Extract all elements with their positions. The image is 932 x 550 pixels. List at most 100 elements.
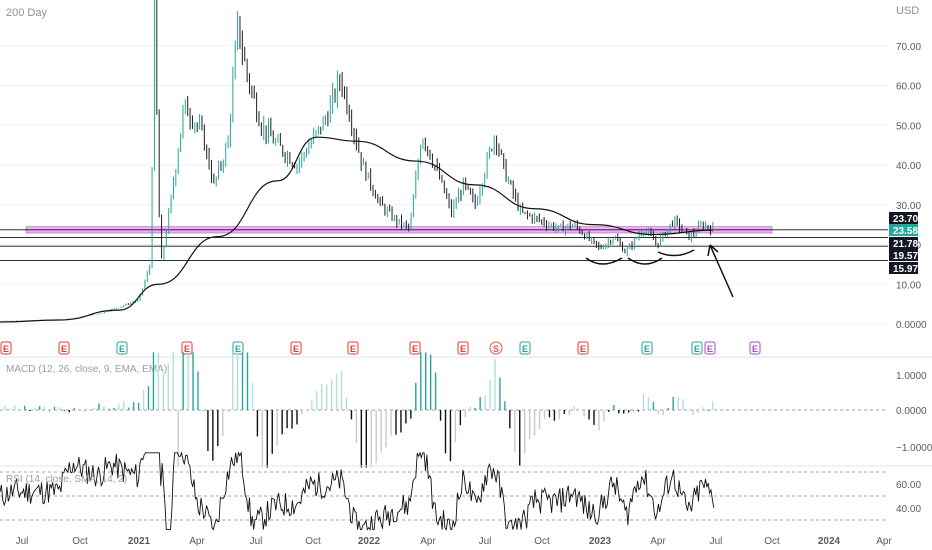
event-marker-bg <box>58 341 70 355</box>
arrow-shaft <box>709 244 734 298</box>
event-marker-bg <box>457 341 469 355</box>
arrow-head <box>707 244 719 257</box>
event-marker-label: E <box>293 344 299 354</box>
price-tick-label: 10.00 <box>896 280 921 291</box>
event-marker-label: E <box>61 344 67 354</box>
event-marker-bg <box>691 341 703 355</box>
rsi-title: RSI (14, close, SMA, 14, 2) <box>6 474 127 485</box>
price-pane[interactable]: 200 Day USD 70.0060.0050.0040.0030.0020.… <box>0 0 927 331</box>
time-tick-label: Apr <box>876 536 892 547</box>
time-axis: Jul Oct 2021 Apr Jul Oct 2022 Apr Jul Oct 2023 Apr J… <box>16 536 893 547</box>
event-marker-label: S <box>493 344 499 354</box>
event-marker-earnings-miss[interactable]: E <box>457 341 469 355</box>
price-tick-label: 0.0000 <box>896 320 927 331</box>
rsi-pane[interactable]: RSI (14, close, SMA, 14, 2) 60.00 40.00 <box>0 451 921 531</box>
event-marker-bg <box>704 341 716 355</box>
event-marker-bg <box>519 341 531 355</box>
event-marker-label: E <box>460 344 466 354</box>
rsi-tick-label: 60.00 <box>896 480 921 491</box>
event-marker-earnings-upcoming[interactable]: E <box>749 341 761 355</box>
event-marker-earnings-miss[interactable]: E <box>0 341 12 355</box>
price-axis: 70.0060.0050.0040.0030.0020.0010.000.000… <box>896 42 927 331</box>
price-tag: 23.58 <box>889 224 918 237</box>
bottom-arc-3 <box>657 249 695 257</box>
event-marker-label: E <box>707 344 713 354</box>
event-marker-earnings-miss[interactable]: E <box>409 341 421 355</box>
macd-pane[interactable]: MACD (12, 26, close, 9, EMA, EMA) 1.0000… <box>0 352 932 468</box>
price-tag-bg <box>889 237 918 249</box>
event-marker-earnings-beat[interactable]: E <box>641 341 653 355</box>
event-marker-label: E <box>235 344 241 354</box>
event-marker-earnings-beat[interactable]: E <box>232 341 244 355</box>
event-marker-bg <box>641 341 653 355</box>
event-marker-earnings-miss[interactable]: E <box>181 341 193 355</box>
rsi-tick-label: 40.00 <box>896 504 921 515</box>
annotations <box>585 244 734 298</box>
time-tick-label: 2024 <box>818 536 841 547</box>
price-bars <box>0 0 714 321</box>
time-tick-label: Oct <box>534 536 550 547</box>
event-marker-label: E <box>119 344 125 354</box>
grid <box>0 45 888 325</box>
event-marker-earnings-upcoming[interactable]: E <box>704 341 716 355</box>
event-marker-label: E <box>752 344 758 354</box>
price-tag: 21.78 <box>889 237 918 250</box>
price-tag-label: 23.58 <box>893 226 918 237</box>
bottom-arc-1 <box>585 257 623 265</box>
bottom-arc-2 <box>627 257 663 265</box>
currency-label: USD <box>896 5 919 17</box>
rsi-line <box>0 451 715 531</box>
price-tag: 19.57 <box>889 249 918 262</box>
event-marker-label: E <box>184 344 190 354</box>
time-tick-label: 2022 <box>358 536 381 547</box>
event-marker-split[interactable]: S <box>489 341 503 355</box>
event-marker-label: E <box>522 344 528 354</box>
macd-tick-label: 1.0000 <box>896 371 927 382</box>
macd-tick-label: −1.0000 <box>896 443 932 454</box>
event-marker-bg <box>409 341 421 355</box>
time-tick-label: Oct <box>305 536 321 547</box>
event-marker-bg <box>749 341 761 355</box>
event-marker-bg <box>347 341 359 355</box>
time-tick-label: Oct <box>72 536 88 547</box>
price-tag: 23.70 <box>889 212 918 225</box>
price-tag-label: 19.57 <box>893 251 918 262</box>
event-marker-earnings-beat[interactable]: E <box>691 341 703 355</box>
event-marker-earnings-beat[interactable]: E <box>519 341 531 355</box>
price-tick-label: 60.00 <box>896 82 921 93</box>
time-tick-label: Jul <box>710 536 723 547</box>
event-marker-bg <box>0 341 12 355</box>
event-marker-bg <box>181 341 193 355</box>
macd-title: MACD (12, 26, close, 9, EMA, EMA) <box>6 364 167 375</box>
price-tick-label: 70.00 <box>896 42 921 53</box>
event-marker-bg <box>116 341 128 355</box>
time-tick-label: 2021 <box>128 536 151 547</box>
event-marker-label: E <box>3 344 9 354</box>
time-tick-label: 2023 <box>589 536 612 547</box>
rsi-axis: 60.00 40.00 <box>896 480 921 515</box>
event-marker-label: E <box>412 344 418 354</box>
price-tag-bg <box>889 212 918 224</box>
event-marker-earnings-beat[interactable]: E <box>116 341 128 355</box>
price-tag-bg <box>889 262 918 274</box>
event-marker-label: E <box>694 344 700 354</box>
event-marker-earnings-miss[interactable]: E <box>577 341 589 355</box>
price-tick-label: 40.00 <box>896 161 921 172</box>
event-marker-earnings-miss[interactable]: E <box>347 341 359 355</box>
time-tick-label: Apr <box>420 536 436 547</box>
event-marker-label: E <box>350 344 356 354</box>
event-marker-earnings-miss[interactable]: E <box>290 341 302 355</box>
ma200-line <box>0 136 713 323</box>
event-marker-bg <box>577 341 589 355</box>
price-tag-bg <box>889 224 918 236</box>
time-tick-label: Jul <box>16 536 29 547</box>
event-marker-label: E <box>580 344 586 354</box>
event-marker-earnings-miss[interactable]: E <box>58 341 70 355</box>
time-tick-label: Apr <box>189 536 205 547</box>
event-marker-bg <box>290 341 302 355</box>
macd-histogram <box>0 352 714 468</box>
price-tag-bg <box>889 249 918 261</box>
